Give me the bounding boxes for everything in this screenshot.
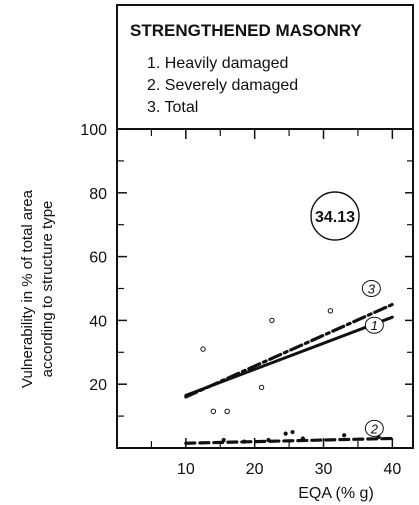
y-axis-label-line-2: according to structure type — [39, 201, 56, 378]
series-labels: 1 2 3 — [361, 279, 384, 437]
y-tick-label-1: 40 — [89, 313, 107, 330]
x-tick-label-3: 40 — [383, 461, 401, 478]
data-point-1 — [210, 408, 217, 415]
y-tick-label-4: 100 — [80, 122, 107, 139]
x-tick-label-0: 10 — [177, 461, 195, 478]
legend-entry-2: 2. Severely damaged — [147, 77, 298, 94]
y-tick-label-2: 60 — [89, 250, 107, 267]
axis-ticks — [117, 128, 413, 448]
x-tick-label-2: 30 — [315, 461, 333, 478]
scatter-points — [200, 308, 381, 444]
series-label-circle-1 — [364, 316, 384, 334]
data-point-0 — [200, 346, 206, 352]
data-point-7 — [242, 439, 247, 444]
series-label-1: 1 — [371, 318, 378, 333]
series-label-2: 2 — [370, 421, 379, 436]
y-tick-label-0: 20 — [89, 377, 107, 394]
data-point-3 — [258, 384, 265, 391]
data-point-8 — [266, 437, 271, 443]
data-point-11 — [300, 436, 305, 441]
series-line-2 — [184, 436, 394, 445]
series-line-1 — [184, 315, 394, 397]
y-tick-labels: 20 40 60 80 100 — [80, 122, 107, 394]
annotation-value: 34.13 — [315, 209, 355, 226]
x-tick-label-1: 20 — [246, 461, 264, 478]
y-axis-label-line-1: Vulnerability in % of total area — [19, 189, 36, 388]
series-lines — [184, 302, 394, 445]
data-point-12 — [342, 433, 347, 438]
data-point-6 — [221, 437, 226, 443]
data-point-4 — [269, 317, 275, 324]
series-label-circle-2 — [364, 419, 384, 437]
data-point-10 — [290, 429, 295, 435]
data-point-5 — [327, 308, 334, 314]
x-axis-label: EQA (% g) — [298, 485, 374, 502]
chart-title: STRENGTHENED MASONRY — [130, 21, 362, 40]
series-label-3: 3 — [368, 281, 376, 296]
x-tick-labels: 10 20 30 40 — [177, 461, 401, 478]
series-label-circle-3 — [361, 279, 381, 297]
y-tick-label-3: 80 — [89, 186, 107, 203]
series-line-3 — [184, 302, 394, 399]
legend-entry-1: 1. Heavily damaged — [147, 55, 288, 72]
data-point-2 — [224, 408, 230, 415]
data-point-9 — [283, 431, 288, 436]
legend-entry-3: 3. Total — [147, 99, 198, 116]
annotation-circle — [310, 191, 360, 241]
